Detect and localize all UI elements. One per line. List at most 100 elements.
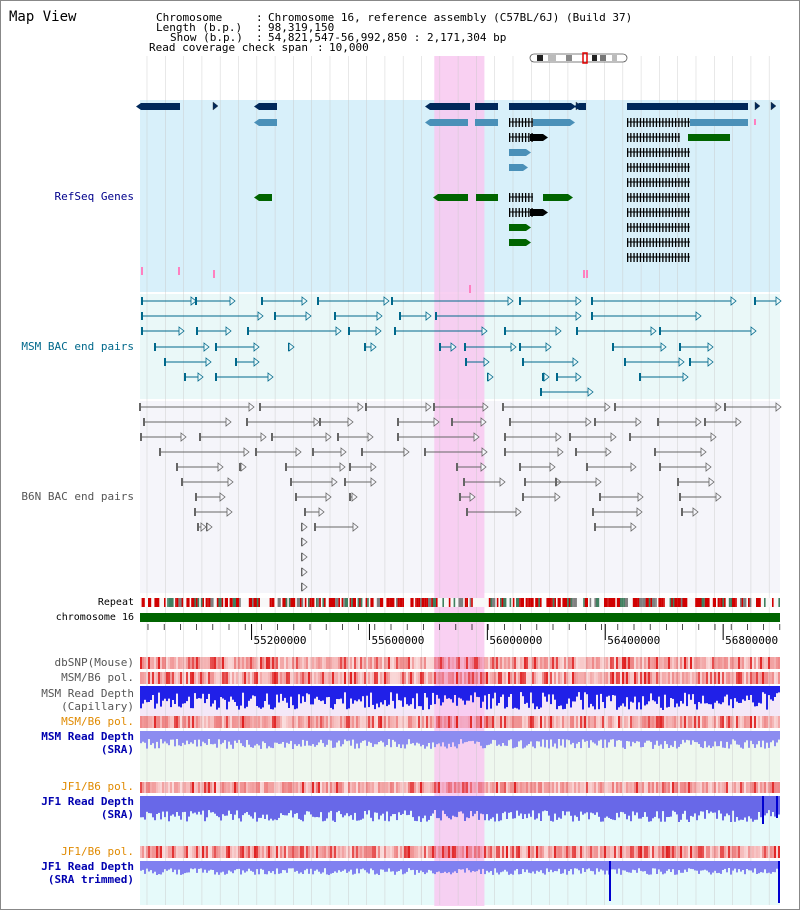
depth-bar [226,861,228,874]
repeat-element [575,598,577,607]
heat-cell [698,672,700,684]
heat-cell [692,716,694,728]
msm-bac-track-label[interactable]: MSM BAC end pairs [21,340,134,353]
depth-bar [752,686,754,703]
gene-feature [509,239,526,246]
heat-cell [508,716,510,728]
depth-bar [514,796,516,819]
exon [627,223,629,232]
depth-bar [430,861,432,871]
heat-cell [508,846,510,858]
repeat-element [583,598,585,607]
heat-cell [736,716,738,728]
heat-cell [616,672,618,684]
depth-bar [592,796,594,814]
heat-cell [386,782,388,793]
heat-cell [396,672,398,684]
heat-cell [630,672,632,684]
heat-cell [298,846,300,858]
heat-cell [336,672,338,684]
heat-cell [266,657,268,669]
heat-cell [348,782,350,793]
heat-cell [194,716,196,728]
depth-bar [144,861,146,874]
depth-bar [204,686,206,704]
heat-cell [604,672,606,684]
gene-marker [213,270,215,278]
msm-b6-pol-label-2[interactable]: MSM/B6 pol. [61,715,134,728]
jf1-b6-pol-label-1[interactable]: JF1/B6 pol. [61,780,134,793]
heat-cell [434,782,436,793]
heat-cell [566,782,568,793]
gene-feature [430,103,470,110]
repeat-element [663,598,665,607]
heat-cell [574,716,576,728]
heat-cell [192,716,194,728]
heat-cell [210,657,212,669]
bac-end [247,327,249,335]
jf1-depth-sra-label[interactable]: JF1 Read Depth [41,795,134,808]
bac-end [451,418,453,426]
depth-bar [152,796,154,818]
depth-bar [516,731,518,747]
depth-bar [628,796,630,816]
heat-cell [358,672,360,684]
depth-bar [774,861,776,873]
heat-cell [480,846,482,858]
heat-cell [158,672,160,684]
jf1-depth-trim-label[interactable]: JF1 Read Depth [41,860,134,873]
bac-end [255,448,257,456]
heat-cell [448,657,450,669]
heat-cell [332,846,334,858]
heat-cell [420,782,422,793]
heat-cell [442,846,444,858]
depth-bar [434,796,436,810]
depth-bar [272,861,274,872]
depth-bar [446,796,448,817]
heat-cell [266,782,268,793]
msm-depth-sra-label[interactable]: MSM Read Depth [41,730,134,743]
heat-cell [692,672,694,684]
repeat-element [205,598,208,607]
depth-bar [248,861,250,869]
heat-cell [656,672,658,684]
depth-bar [530,861,532,874]
bac-end [141,297,143,305]
bac-end [519,463,521,471]
heat-cell [350,782,352,793]
depth-bar [324,861,326,869]
heat-cell [414,672,416,684]
depth-bar [540,796,542,821]
repeat-element [677,598,681,607]
heat-cell [178,782,180,793]
heat-cell [772,716,774,728]
depth-bar [426,686,428,698]
gene-feature [627,103,748,110]
msm-depth-capillary-label[interactable]: MSM Read Depth [41,687,134,700]
bac-end [425,402,432,412]
heat-cell [496,782,498,793]
heat-cell [416,716,418,728]
depth-bar [462,796,464,814]
heat-cell [664,846,666,858]
msm-b6-pol-label-1[interactable]: MSM/B6 pol. [61,671,134,684]
b6n-bac-track-label[interactable]: B6N BAC end pairs [21,490,134,503]
repeat-element [360,598,363,607]
exon [643,148,645,157]
heat-cell [670,672,672,684]
heat-cell [478,672,480,684]
depth-bar [692,796,694,817]
heat-cell [642,657,644,669]
dbsnp-track-label[interactable]: dbSNP(Mouse) [54,656,134,669]
jf1-b6-pol-label-2[interactable]: JF1/B6 pol. [61,845,134,858]
refseq-track-label[interactable]: RefSeq Genes [54,190,134,203]
heat-cell [208,672,210,684]
heat-cell [502,657,504,669]
heat-cell [204,846,206,858]
depth-bar [242,861,244,871]
heat-cell [154,672,156,684]
depth-bar [156,796,158,814]
exon [643,193,645,202]
depth-bar [482,861,484,869]
